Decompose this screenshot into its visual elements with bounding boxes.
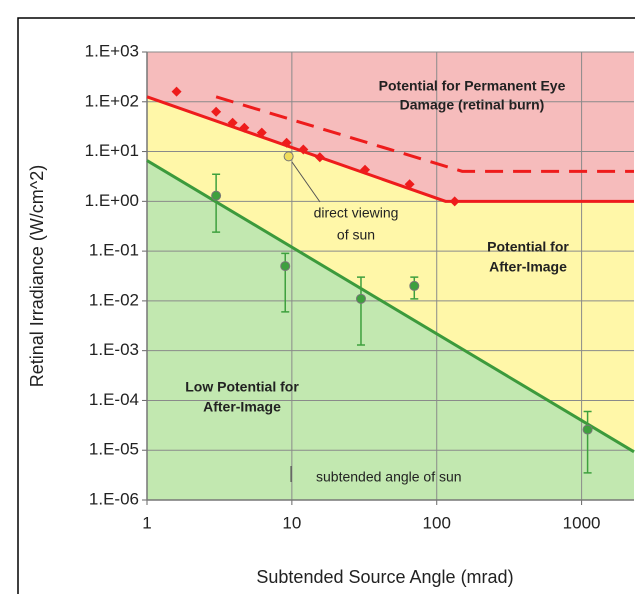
threshold-line	[146, 159, 635, 454]
y-tick-label: 1.E-05	[89, 440, 139, 459]
error-bar	[212, 173, 221, 233]
threshold-line	[146, 95, 634, 203]
data-point	[449, 196, 460, 207]
annotation: direct viewing	[314, 205, 399, 221]
annotation: of sun	[337, 227, 375, 243]
y-tick-label: 1.E+02	[85, 91, 139, 110]
error-bar	[583, 410, 592, 474]
data-point	[280, 261, 291, 272]
y-tick-label: 1.E-03	[89, 340, 139, 359]
data-point	[355, 293, 366, 304]
x-tick-label: 1000	[563, 513, 601, 532]
y-axis-label: Retinal Irradiance (W/cm^2)	[27, 165, 47, 388]
annotation: Potential for Permanent Eye	[379, 78, 566, 94]
data-point	[256, 127, 267, 138]
annotation: subtended angle of sun	[316, 469, 462, 485]
data-point	[227, 117, 238, 128]
data-point	[281, 137, 292, 148]
annotation: Low Potential for	[185, 379, 299, 395]
plot-area	[142, 51, 635, 505]
threshold-line	[215, 95, 634, 173]
data-point	[171, 86, 182, 97]
data-point	[314, 152, 325, 163]
data-point	[211, 106, 222, 117]
x-tick-label: 10	[282, 513, 301, 532]
y-tick-label: 1.E-04	[89, 390, 139, 409]
annotation: After-Image	[489, 259, 567, 275]
leader-line	[291, 161, 321, 203]
data-point	[298, 144, 309, 155]
y-tick-label: 1.E-01	[89, 241, 139, 260]
x-tick-label: 1	[142, 513, 151, 532]
x-tick-label: 100	[423, 513, 451, 532]
data-point	[360, 164, 371, 175]
y-tick-label: 1.E+03	[85, 41, 139, 60]
annotation: Damage (retinal burn)	[400, 97, 545, 113]
data-point	[409, 280, 420, 291]
data-point	[582, 424, 593, 435]
data-point	[283, 151, 294, 162]
data-point	[211, 190, 222, 201]
error-bar	[356, 276, 365, 346]
annotation: After-Image	[203, 399, 281, 415]
data-point	[239, 122, 250, 133]
y-tick-label: 1.E-02	[89, 290, 139, 309]
data-point	[404, 179, 415, 190]
y-tick-label: 1.E-06	[89, 489, 139, 508]
y-tick-label: 1.E+00	[85, 191, 139, 210]
y-tick-label: 1.E+01	[85, 141, 139, 160]
x-axis-label: Subtended Source Angle (mrad)	[256, 567, 513, 587]
annotation: Potential for	[487, 239, 569, 255]
region	[147, 160, 634, 500]
overlay: Potential for Permanent Eye Damage (reti…	[27, 78, 570, 587]
